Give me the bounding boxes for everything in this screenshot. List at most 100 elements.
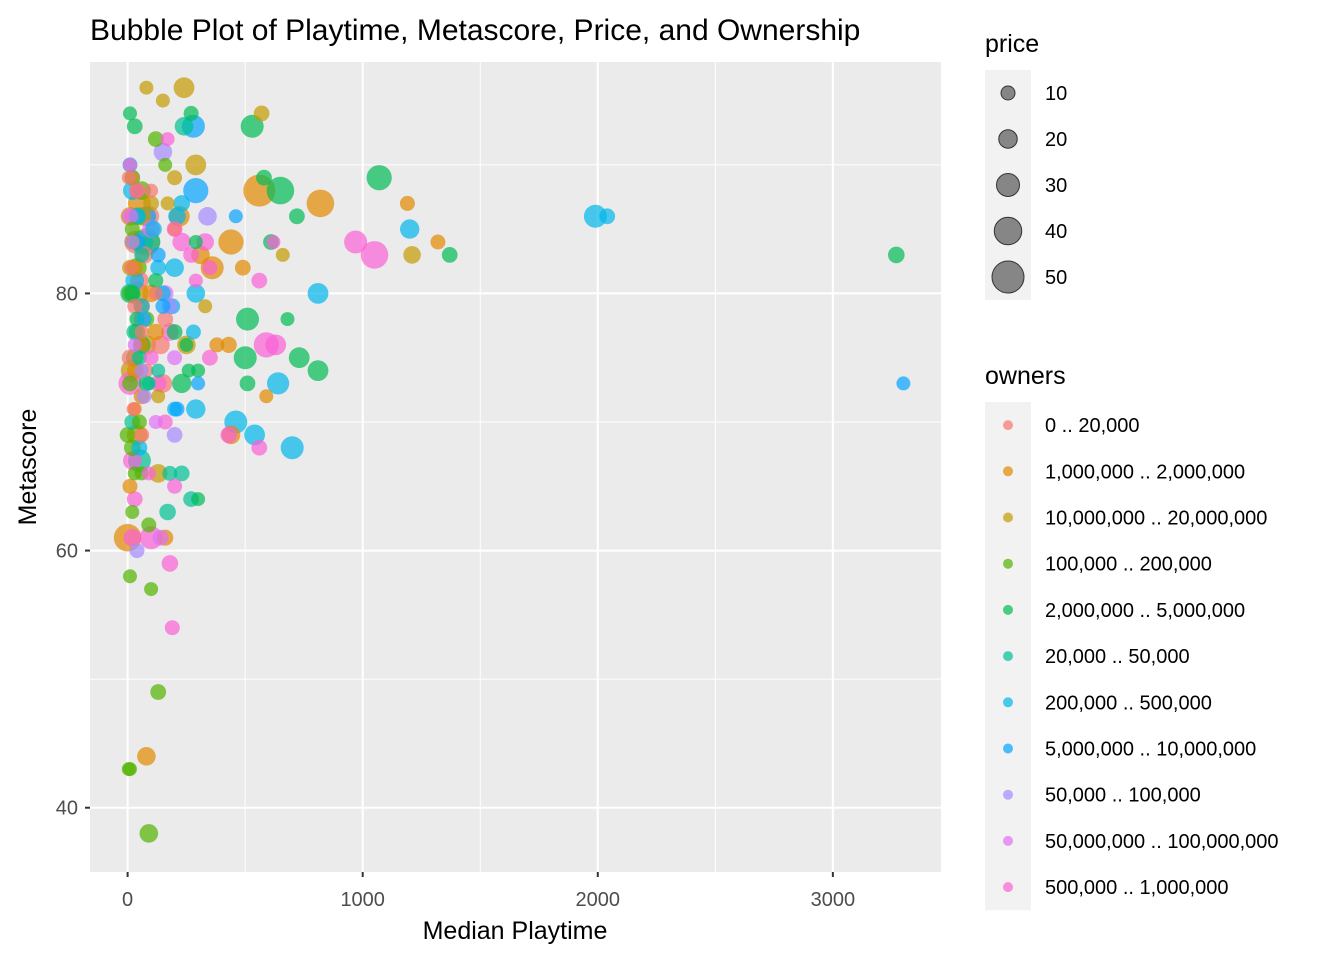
bubble-point xyxy=(253,105,270,122)
bubble-point xyxy=(275,247,290,262)
bubble-point xyxy=(150,259,167,276)
bubble-point xyxy=(134,247,150,263)
price-legend: 10 20 30 40 50 xyxy=(985,70,1067,300)
bubble-point xyxy=(124,260,139,275)
bubble-point xyxy=(173,195,190,212)
bubble-point xyxy=(148,415,163,429)
x-axis-ticks: 0 1000 2000 3000 xyxy=(122,872,855,911)
owners-legend-swatch xyxy=(1003,697,1013,708)
bubble-point xyxy=(266,176,295,205)
bubble-point xyxy=(173,465,190,482)
bubble-point xyxy=(307,360,329,381)
bubble-point xyxy=(400,219,420,239)
owners-legend-swatch xyxy=(1003,743,1013,754)
bubble-point xyxy=(185,154,207,176)
bubble-point xyxy=(233,346,257,370)
bubble-point xyxy=(430,234,446,250)
bubble-point xyxy=(155,93,170,108)
owners-legend-swatch xyxy=(1003,789,1013,800)
bubble-point xyxy=(123,569,137,584)
owners-legend-label: 0 .. 20,000 xyxy=(1045,415,1140,437)
bubble-point xyxy=(191,363,206,378)
bubble-point xyxy=(123,157,137,172)
bubble-point xyxy=(266,235,281,249)
bubble-point xyxy=(360,241,389,269)
price-legend-label: 20 xyxy=(1045,129,1067,151)
bubble-point xyxy=(162,465,178,481)
bubble-point xyxy=(183,178,209,204)
bubble-point xyxy=(198,207,217,226)
bubble-point xyxy=(234,259,251,276)
price-legend-label: 50 xyxy=(1045,267,1067,289)
bubble-point xyxy=(124,285,141,302)
bubble-point xyxy=(127,337,142,352)
bubble-point xyxy=(152,529,169,546)
bubble-point xyxy=(141,466,156,481)
bubble-point xyxy=(122,375,138,392)
y-tick-label: 40 xyxy=(56,798,78,820)
bubble-point xyxy=(143,350,159,366)
owners-legend-title: owners xyxy=(985,362,1066,390)
bubble-point xyxy=(136,311,152,327)
bubble-point xyxy=(198,299,213,314)
bubble-point xyxy=(126,491,143,507)
bubble-point xyxy=(157,311,174,327)
bubble-point xyxy=(123,106,137,121)
bubble-point xyxy=(122,478,138,494)
bubble-point xyxy=(280,436,304,460)
bubble-point xyxy=(123,451,142,470)
bubble-point xyxy=(185,324,201,340)
x-tick-label: 3000 xyxy=(811,889,856,911)
bubble-point xyxy=(188,273,203,288)
owners-legend-swatch xyxy=(1003,512,1013,523)
bubble-point xyxy=(220,336,237,353)
bubble-point xyxy=(218,229,244,255)
owners-legend-label: 500,000 .. 1,000,000 xyxy=(1045,877,1229,899)
bubble-point xyxy=(220,426,237,444)
bubble-point xyxy=(202,349,218,366)
price-legend-bubble xyxy=(993,216,1023,246)
bubble-point xyxy=(126,118,143,135)
owners-legend-label: 20,000 .. 50,000 xyxy=(1045,646,1190,668)
owners-legend-label: 100,000 .. 200,000 xyxy=(1045,554,1212,576)
x-axis-title: Median Playtime xyxy=(423,917,608,945)
y-tick-label: 80 xyxy=(56,283,78,305)
bubble-point xyxy=(188,235,203,249)
bubble-point xyxy=(129,543,145,559)
bubble-point xyxy=(125,235,140,249)
bubble-point xyxy=(136,388,152,404)
bubble-point xyxy=(228,209,243,224)
bubble-point xyxy=(183,247,200,263)
bubble-point xyxy=(134,325,149,339)
owners-legend-label: 2,000,000 .. 5,000,000 xyxy=(1045,600,1245,622)
bubble-point xyxy=(160,132,175,147)
bubble-point xyxy=(307,283,329,304)
bubble-point xyxy=(153,142,173,162)
price-legend-label: 10 xyxy=(1045,83,1067,105)
owners-legend-label: 50,000 .. 100,000 xyxy=(1045,785,1201,807)
owners-legend: 0 .. 20,000 1,000,000 .. 2,000,000 10,000,… xyxy=(985,402,1279,911)
bubble-point xyxy=(399,195,415,211)
bubble-point xyxy=(259,389,274,404)
bubble-point xyxy=(251,272,268,289)
bubble-point xyxy=(145,220,162,238)
bubble-point xyxy=(129,183,145,199)
bubble-point xyxy=(164,620,180,636)
bubble-point xyxy=(167,222,182,237)
owners-legend-label: 200,000 .. 500,000 xyxy=(1045,692,1212,714)
bubble-point xyxy=(139,80,154,95)
bubble-point xyxy=(403,246,421,264)
bubble-point xyxy=(179,337,194,352)
bubble-point xyxy=(183,105,199,121)
owners-legend-swatch xyxy=(1003,651,1013,662)
bubble-point xyxy=(167,478,183,494)
owners-legend-swatch xyxy=(1003,882,1013,893)
bubble-point xyxy=(143,195,160,212)
bubble-point xyxy=(141,376,156,391)
bubble-point xyxy=(151,389,166,404)
bubble-point xyxy=(288,347,310,369)
owners-legend-label: 10,000,000 .. 20,000,000 xyxy=(1045,508,1267,530)
price-legend-bubble xyxy=(996,173,1020,197)
bubble-point xyxy=(134,363,149,378)
